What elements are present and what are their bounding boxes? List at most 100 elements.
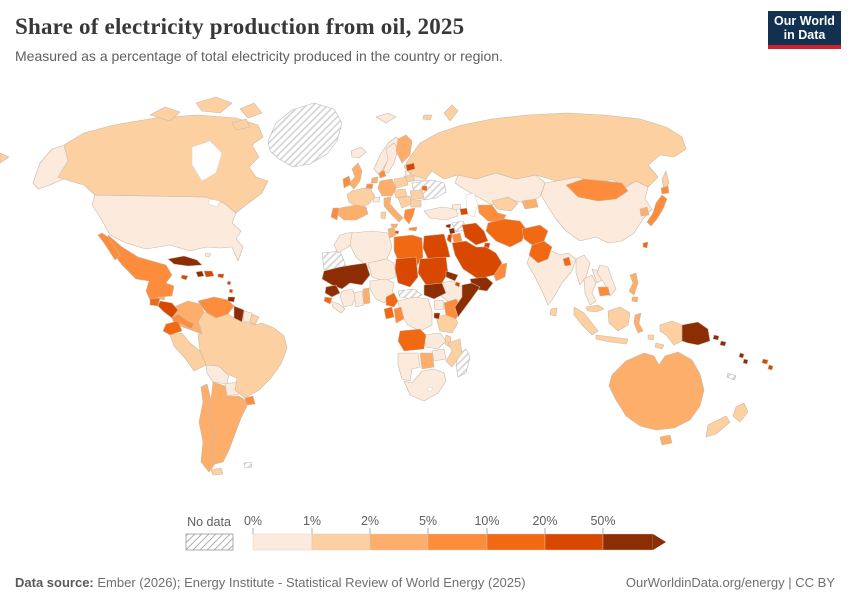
country-italy[interactable] xyxy=(383,196,404,223)
country-romania[interactable] xyxy=(409,189,425,201)
country-kyrgyzstan-tajikistan[interactable] xyxy=(521,198,539,210)
legend-bin-5-10[interactable] xyxy=(427,533,488,551)
country-malaysia[interactable] xyxy=(585,304,605,313)
country-moluccas[interactable] xyxy=(647,334,655,341)
country-israel[interactable] xyxy=(446,233,453,244)
country-lesser-antilles[interactable] xyxy=(226,280,234,294)
country-iran[interactable] xyxy=(485,218,527,248)
country-somalia[interactable] xyxy=(454,282,481,318)
country-mozambique[interactable] xyxy=(445,338,463,368)
country-dominican-republic[interactable] xyxy=(203,270,215,278)
country-dr-congo[interactable] xyxy=(397,296,433,332)
country-sardinia[interactable] xyxy=(380,211,387,220)
legend-bin-1-2[interactable] xyxy=(311,533,371,551)
country-hokkaido[interactable] xyxy=(660,185,670,195)
legend-bin-20-50[interactable] xyxy=(544,533,604,551)
country-java[interactable] xyxy=(595,334,629,345)
legend-no-data-swatch[interactable] xyxy=(185,533,234,551)
country-jamaica[interactable] xyxy=(180,274,189,281)
country-united-kingdom[interactable] xyxy=(348,162,363,190)
country-georgia[interactable] xyxy=(451,203,462,211)
country-falkland-islands[interactable] xyxy=(243,461,253,469)
country-svalbard[interactable] xyxy=(375,112,397,124)
country-canada[interactable] xyxy=(57,114,269,214)
country-sierra-leone[interactable] xyxy=(323,296,333,305)
country-iceland[interactable] xyxy=(350,146,367,159)
country-cyprus[interactable] xyxy=(445,223,452,229)
country-ghana[interactable] xyxy=(353,290,365,308)
country-mongolia[interactable] xyxy=(565,178,629,202)
country-germany[interactable] xyxy=(377,178,397,197)
country-tasmania[interactable] xyxy=(659,434,673,446)
country-franz-josef-land[interactable] xyxy=(422,114,433,121)
country-india[interactable] xyxy=(526,250,577,306)
country-namibia[interactable] xyxy=(397,352,421,382)
country-gabon[interactable] xyxy=(383,306,395,320)
country-moldova[interactable] xyxy=(421,185,428,192)
country-vanuatu[interactable] xyxy=(738,352,749,365)
country-peru[interactable] xyxy=(169,332,207,372)
country-estonia[interactable] xyxy=(405,162,416,172)
country-new-caledonia[interactable] xyxy=(726,372,737,381)
country-tierra-del-fuego[interactable] xyxy=(210,467,224,476)
country-canada-arctic-islands[interactable] xyxy=(149,96,263,131)
country-denmark[interactable] xyxy=(378,169,387,179)
country-south-sudan[interactable] xyxy=(423,282,447,300)
country-japan[interactable] xyxy=(646,194,668,227)
country-uganda[interactable] xyxy=(433,299,445,311)
country-liberia[interactable] xyxy=(330,300,346,314)
country-belgium[interactable] xyxy=(365,183,374,190)
country-sicily[interactable] xyxy=(390,223,399,229)
country-poland[interactable] xyxy=(393,176,409,189)
country-tunisia[interactable] xyxy=(387,226,397,239)
country-sulawesi[interactable] xyxy=(633,312,644,334)
country-south-africa[interactable] xyxy=(403,368,447,402)
country-russia[interactable] xyxy=(403,112,687,188)
country-greenland[interactable] xyxy=(267,102,343,168)
country-uruguay[interactable] xyxy=(244,395,256,406)
country-switzerland[interactable] xyxy=(372,196,381,203)
country-brazil[interactable] xyxy=(197,311,288,399)
country-russia-novaya-zemlya[interactable] xyxy=(443,104,459,122)
country-turkey[interactable] xyxy=(423,206,459,221)
country-angola[interactable] xyxy=(397,328,427,352)
legend-bin-2-5[interactable] xyxy=(369,533,429,551)
country-timor[interactable] xyxy=(654,342,665,350)
country-eritrea[interactable] xyxy=(445,270,459,282)
country-papua-new-guinea[interactable] xyxy=(681,321,711,346)
country-pakistan[interactable] xyxy=(528,240,553,264)
country-taiwan[interactable] xyxy=(642,241,649,249)
country-zimbabwe[interactable] xyxy=(431,348,447,362)
country-russia-sakhalin[interactable] xyxy=(661,170,670,192)
country-bahamas[interactable] xyxy=(204,252,212,258)
country-south-korea[interactable] xyxy=(639,206,650,217)
country-jordan[interactable] xyxy=(451,232,463,244)
country-sumatra[interactable] xyxy=(573,306,599,336)
country-egypt[interactable] xyxy=(422,233,451,260)
country-vietnam[interactable] xyxy=(596,264,617,297)
country-uzbekistan[interactable] xyxy=(491,196,519,212)
owid-url-link[interactable]: OurWorldinData.org/energy xyxy=(625,575,785,590)
country-saudi-arabia[interactable] xyxy=(451,240,503,280)
country-puerto-rico[interactable] xyxy=(217,273,225,279)
country-myanmar[interactable] xyxy=(575,254,591,286)
legend-bin-50-plus[interactable] xyxy=(602,533,654,551)
country-honduras-nicaragua[interactable] xyxy=(157,300,179,319)
country-congo[interactable] xyxy=(393,306,405,324)
country-french-guiana[interactable] xyxy=(249,313,260,326)
country-czechia-austria[interactable] xyxy=(393,188,408,199)
country-greece[interactable] xyxy=(403,207,416,225)
country-united-states[interactable] xyxy=(91,194,244,262)
country-west-new-guinea[interactable] xyxy=(659,320,683,346)
country-cuba[interactable] xyxy=(167,255,203,267)
country-thailand[interactable] xyxy=(583,274,597,306)
country-zambia[interactable] xyxy=(423,332,447,350)
legend-bin-10-20[interactable] xyxy=(486,533,546,551)
country-benin-togo[interactable] xyxy=(362,287,371,305)
country-baja-california[interactable] xyxy=(97,232,121,261)
country-crete[interactable] xyxy=(408,226,418,232)
country-philippines[interactable] xyxy=(628,272,639,296)
country-finland[interactable] xyxy=(395,134,413,164)
country-venezuela[interactable] xyxy=(197,296,235,319)
country-ecuador[interactable] xyxy=(162,320,183,336)
